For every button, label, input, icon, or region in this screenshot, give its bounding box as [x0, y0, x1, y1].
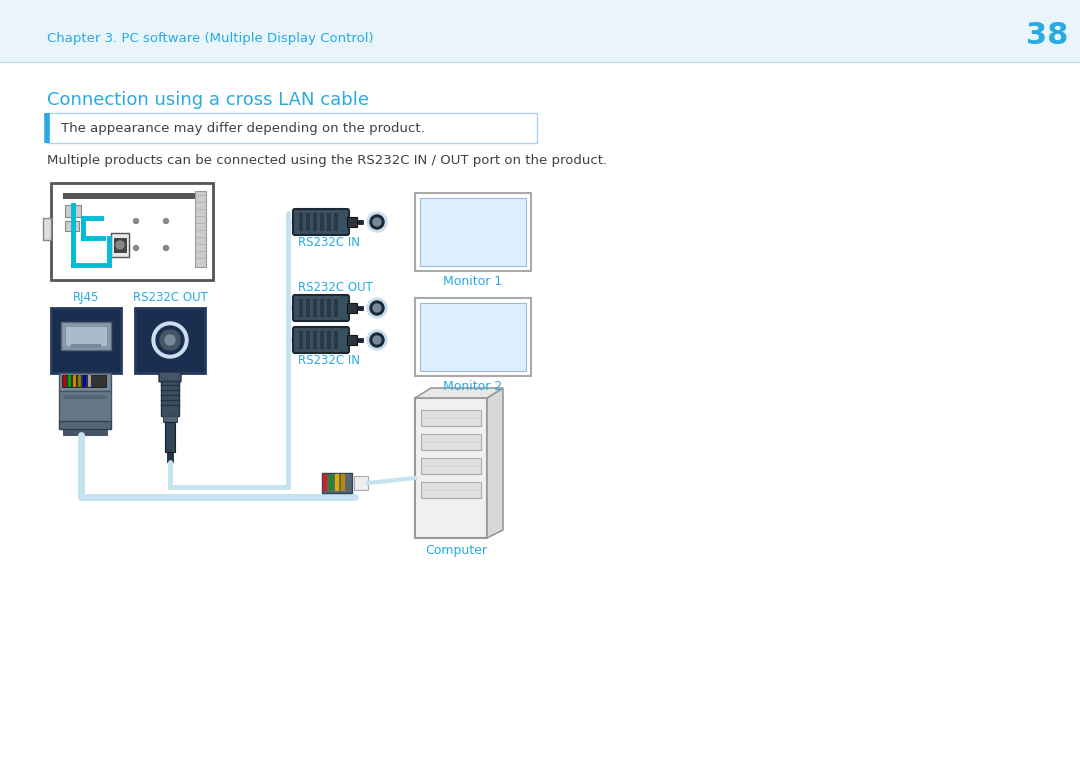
FancyBboxPatch shape — [327, 299, 330, 317]
Polygon shape — [415, 388, 503, 398]
FancyBboxPatch shape — [51, 183, 213, 280]
FancyBboxPatch shape — [334, 331, 338, 349]
Text: Computer: Computer — [426, 544, 487, 557]
FancyBboxPatch shape — [347, 335, 357, 345]
FancyBboxPatch shape — [306, 331, 310, 349]
FancyBboxPatch shape — [111, 233, 129, 257]
Circle shape — [165, 335, 175, 345]
FancyBboxPatch shape — [357, 306, 363, 310]
FancyBboxPatch shape — [163, 416, 177, 422]
Text: Chapter 3. PC software (Multiple Display Control): Chapter 3. PC software (Multiple Display… — [48, 31, 374, 44]
FancyBboxPatch shape — [48, 113, 537, 143]
FancyBboxPatch shape — [59, 391, 111, 421]
FancyBboxPatch shape — [320, 331, 324, 349]
FancyBboxPatch shape — [415, 298, 531, 376]
Text: RS232C IN: RS232C IN — [298, 236, 360, 249]
Polygon shape — [487, 388, 503, 538]
FancyBboxPatch shape — [299, 331, 303, 349]
FancyBboxPatch shape — [415, 193, 531, 271]
FancyBboxPatch shape — [62, 375, 106, 387]
FancyBboxPatch shape — [320, 213, 324, 231]
FancyBboxPatch shape — [159, 372, 181, 382]
Circle shape — [373, 336, 381, 344]
FancyBboxPatch shape — [357, 338, 363, 342]
Circle shape — [373, 218, 381, 226]
FancyBboxPatch shape — [293, 327, 349, 353]
FancyBboxPatch shape — [334, 213, 338, 231]
FancyBboxPatch shape — [63, 429, 107, 435]
Text: RS232C IN: RS232C IN — [298, 354, 360, 367]
Circle shape — [152, 322, 188, 358]
Text: RJ45: RJ45 — [72, 291, 99, 304]
Circle shape — [163, 218, 168, 224]
Text: Multiple products can be connected using the RS232C IN / OUT port on the product: Multiple products can be connected using… — [48, 153, 607, 166]
Circle shape — [134, 218, 138, 224]
FancyBboxPatch shape — [320, 299, 324, 317]
FancyBboxPatch shape — [357, 220, 363, 224]
FancyBboxPatch shape — [313, 331, 318, 349]
Text: 38: 38 — [1026, 21, 1068, 50]
Text: Monitor 2: Monitor 2 — [444, 380, 502, 393]
FancyBboxPatch shape — [306, 299, 310, 317]
Text: RS232C OUT: RS232C OUT — [298, 281, 373, 294]
FancyBboxPatch shape — [299, 213, 303, 231]
Circle shape — [163, 246, 168, 250]
FancyBboxPatch shape — [293, 209, 349, 235]
FancyBboxPatch shape — [51, 308, 121, 373]
Circle shape — [160, 330, 180, 350]
FancyBboxPatch shape — [347, 217, 357, 227]
FancyBboxPatch shape — [65, 326, 107, 346]
Circle shape — [134, 246, 138, 250]
FancyBboxPatch shape — [167, 452, 173, 462]
FancyBboxPatch shape — [63, 193, 201, 199]
Text: Monitor 1: Monitor 1 — [444, 275, 502, 288]
FancyBboxPatch shape — [313, 299, 318, 317]
FancyBboxPatch shape — [135, 308, 205, 373]
FancyBboxPatch shape — [65, 205, 81, 217]
FancyBboxPatch shape — [334, 299, 338, 317]
FancyBboxPatch shape — [59, 373, 111, 391]
Circle shape — [370, 301, 384, 315]
Circle shape — [367, 330, 387, 350]
FancyBboxPatch shape — [313, 213, 318, 231]
FancyBboxPatch shape — [65, 221, 79, 231]
FancyBboxPatch shape — [195, 191, 206, 267]
FancyBboxPatch shape — [415, 398, 487, 538]
FancyBboxPatch shape — [327, 213, 330, 231]
Circle shape — [370, 333, 384, 347]
FancyBboxPatch shape — [322, 473, 352, 493]
FancyBboxPatch shape — [161, 381, 179, 416]
FancyBboxPatch shape — [165, 422, 175, 452]
FancyBboxPatch shape — [299, 299, 303, 317]
FancyBboxPatch shape — [354, 476, 368, 490]
Text: Connection using a cross LAN cable: Connection using a cross LAN cable — [48, 91, 369, 109]
FancyBboxPatch shape — [71, 344, 102, 348]
FancyBboxPatch shape — [63, 395, 107, 399]
FancyBboxPatch shape — [327, 331, 330, 349]
FancyBboxPatch shape — [43, 218, 51, 240]
FancyBboxPatch shape — [293, 295, 349, 321]
Circle shape — [373, 304, 381, 312]
Circle shape — [116, 241, 124, 249]
Text: RS232C OUT: RS232C OUT — [133, 291, 207, 304]
FancyBboxPatch shape — [60, 322, 111, 350]
FancyBboxPatch shape — [421, 482, 481, 498]
FancyBboxPatch shape — [306, 213, 310, 231]
FancyBboxPatch shape — [421, 458, 481, 474]
FancyBboxPatch shape — [420, 198, 526, 266]
Circle shape — [367, 212, 387, 232]
FancyBboxPatch shape — [421, 434, 481, 450]
Circle shape — [156, 326, 184, 354]
FancyBboxPatch shape — [59, 421, 111, 429]
Text: The appearance may differ depending on the product.: The appearance may differ depending on t… — [60, 121, 424, 134]
Circle shape — [367, 298, 387, 318]
FancyBboxPatch shape — [420, 303, 526, 371]
FancyBboxPatch shape — [0, 0, 1080, 62]
Circle shape — [370, 215, 384, 229]
FancyBboxPatch shape — [114, 238, 126, 252]
FancyBboxPatch shape — [421, 410, 481, 426]
FancyBboxPatch shape — [347, 303, 357, 313]
